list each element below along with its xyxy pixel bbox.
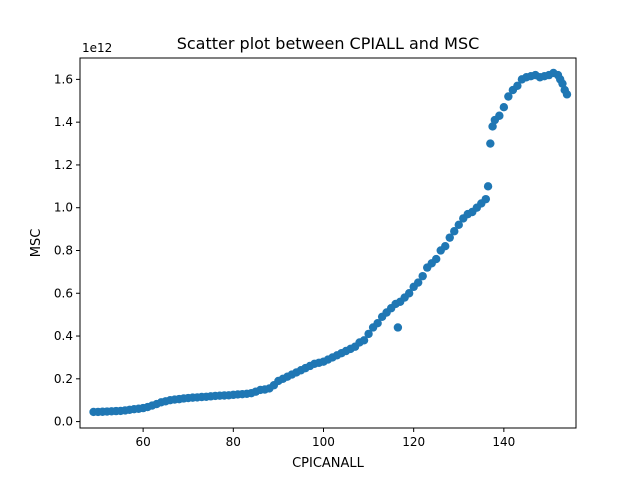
y-tick-label: 0.2 xyxy=(54,372,73,386)
scatter-point xyxy=(404,289,414,298)
scatter-point xyxy=(454,220,463,230)
scatter-point xyxy=(359,336,369,345)
scatter-point xyxy=(499,102,509,112)
scatter-point xyxy=(450,227,459,236)
scatter-point xyxy=(413,278,423,287)
scatter-point xyxy=(562,90,572,99)
x-tick-label: 60 xyxy=(135,435,150,449)
y-tick-label: 1.2 xyxy=(54,158,73,172)
chart-title: Scatter plot between CPIALL and MSC xyxy=(177,34,480,53)
y-offset-text: 1e12 xyxy=(82,41,112,55)
y-tick-label: 1.6 xyxy=(54,72,73,86)
scatter-point xyxy=(432,254,441,264)
y-tick-label: 0.8 xyxy=(54,243,73,257)
scatter-point xyxy=(513,81,522,91)
scatter-point xyxy=(364,329,373,339)
y-tick-label: 0.4 xyxy=(54,329,73,343)
y-tick-label: 0.6 xyxy=(54,286,73,300)
scatter-point xyxy=(495,111,504,120)
points-layer xyxy=(89,68,572,417)
y-axis-ticks: 0.0 0.2 0.4 0.6 0.8 1.0 1.2 1.4 1.6 xyxy=(54,72,80,429)
scatter-point xyxy=(504,92,513,101)
scatter-point xyxy=(486,139,495,148)
x-tick-label: 80 xyxy=(226,435,241,449)
scatter-point xyxy=(373,319,382,328)
scatter-point xyxy=(481,194,491,204)
x-axis-label: CPICANALL xyxy=(292,456,365,471)
x-tick-label: 120 xyxy=(402,435,425,449)
scatter-point xyxy=(488,122,497,131)
plot-frame xyxy=(79,57,577,429)
scatter-point xyxy=(558,79,567,88)
scatter-point xyxy=(393,323,403,332)
x-tick-label: 140 xyxy=(492,435,515,449)
y-tick-label: 0.0 xyxy=(54,415,73,429)
x-tick-label: 100 xyxy=(312,435,335,449)
scatter-point xyxy=(418,271,427,281)
scatter-point xyxy=(445,233,454,242)
y-tick-label: 1.0 xyxy=(54,201,73,215)
scatter-point xyxy=(483,182,493,191)
scatter-point xyxy=(441,242,450,251)
y-axis-label: MSC xyxy=(29,229,44,258)
y-tick-label: 1.4 xyxy=(54,115,73,129)
x-axis-ticks: 60 80 100 120 140 xyxy=(135,428,515,449)
